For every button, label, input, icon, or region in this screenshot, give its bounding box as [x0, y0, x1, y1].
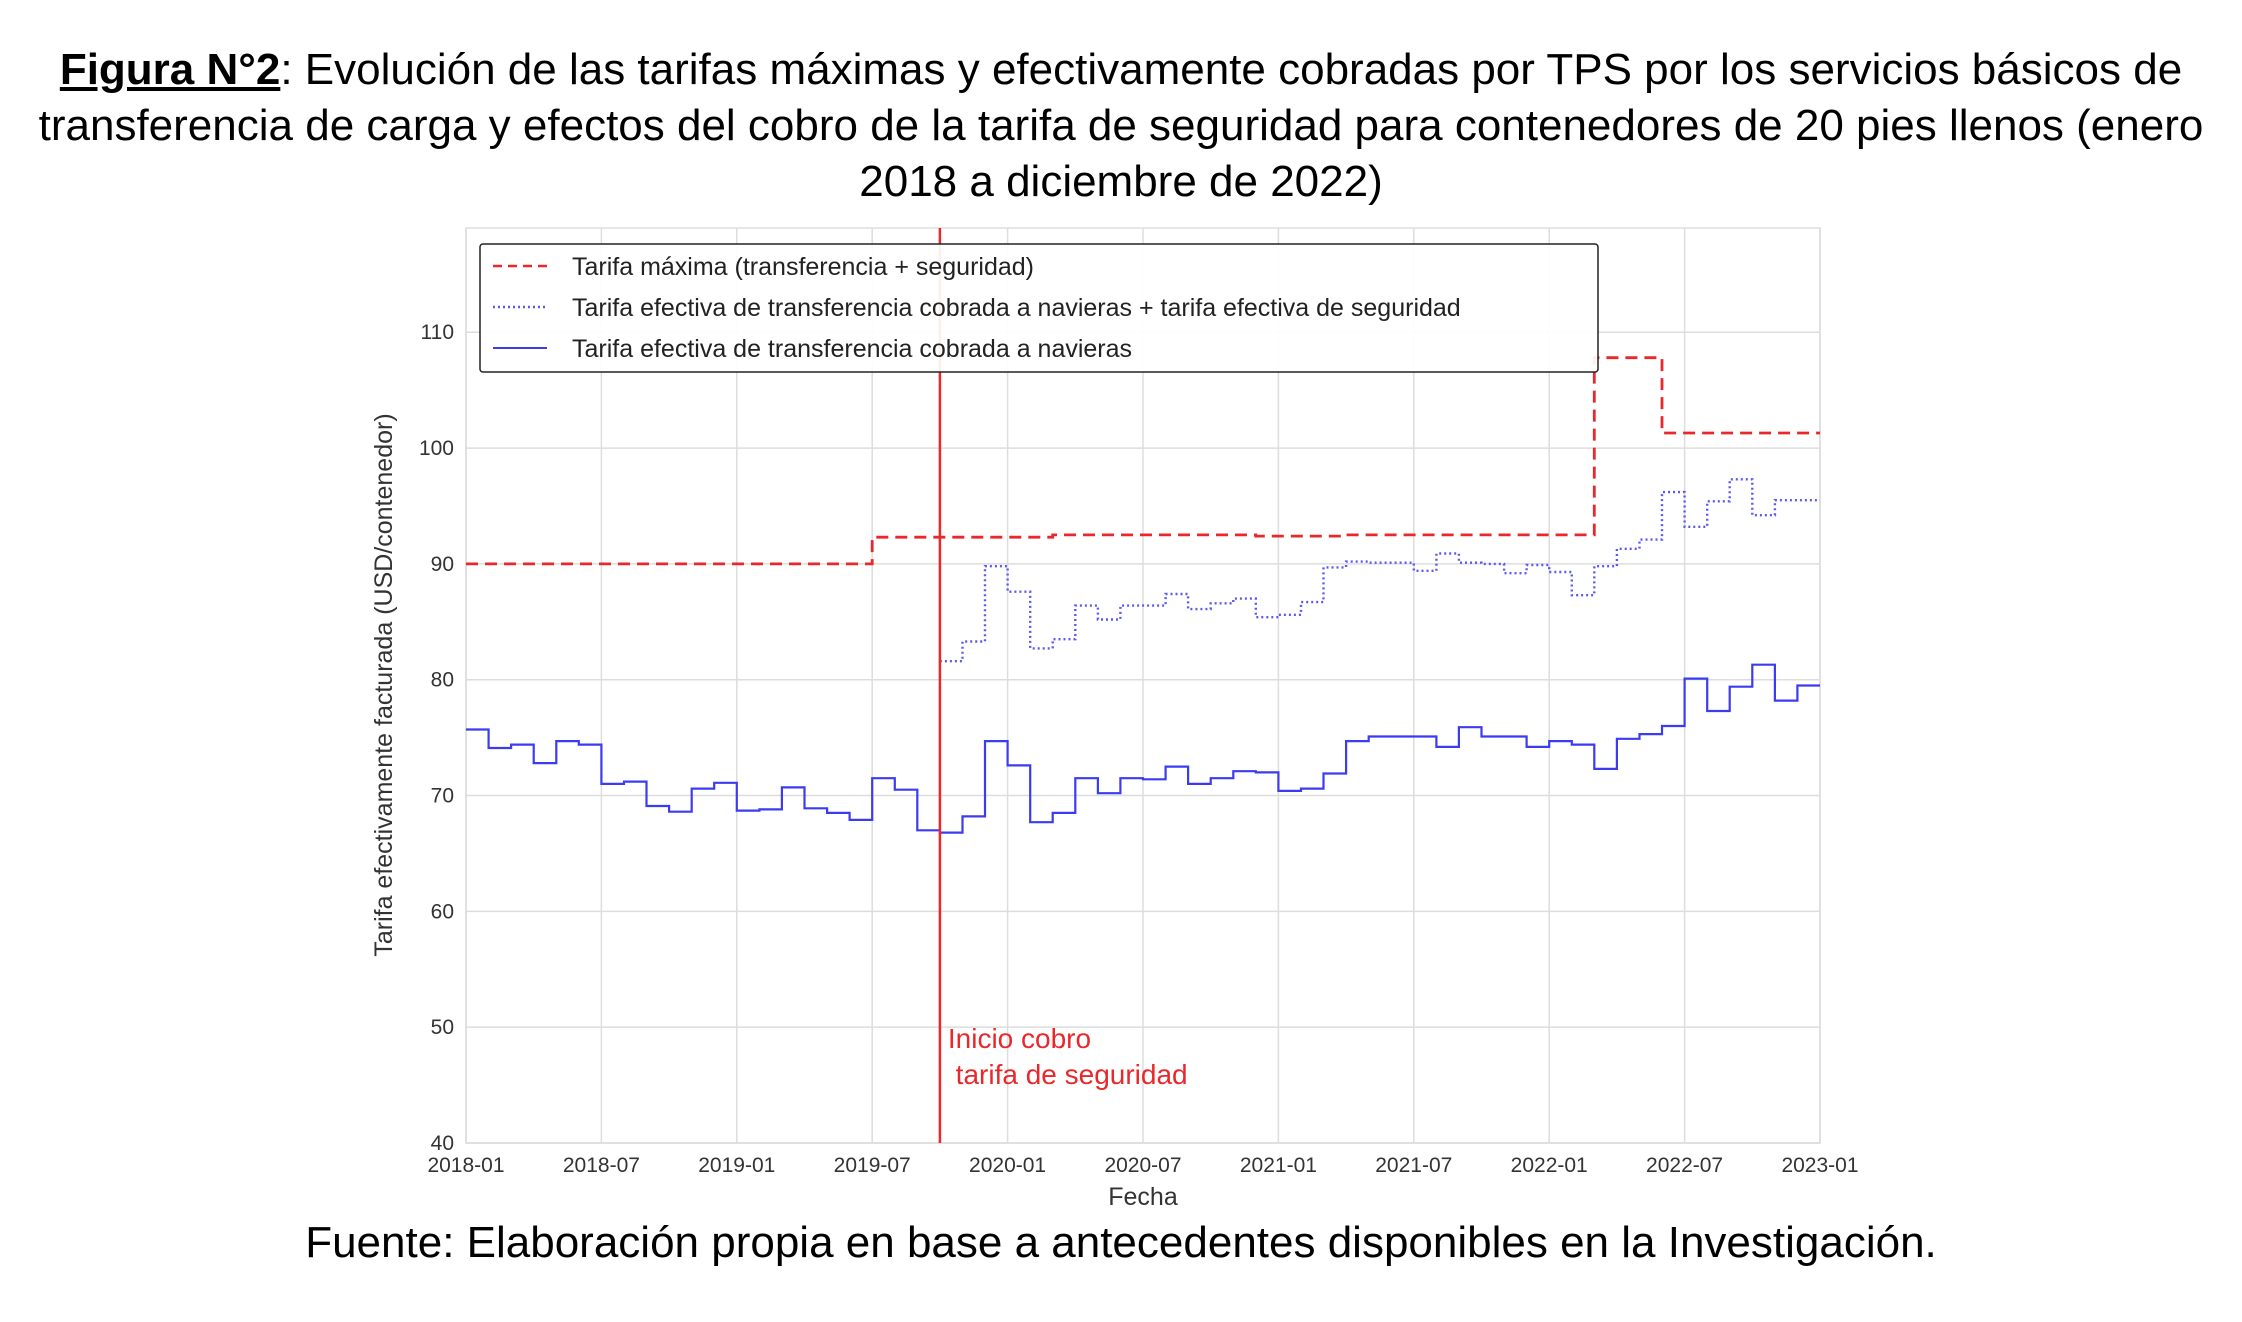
legend-label-max: Tarifa máxima (transferencia + seguridad…: [572, 253, 1034, 281]
tick-labels: 2018-01 2018-07 2019-01 2019-07 2020-01 2020-…: [419, 321, 1859, 1177]
figure-label: Figura N°2: [59, 45, 281, 94]
legend-box: [479, 243, 1599, 373]
annotation: Inicio cobro tarifa de seguridad: [938, 228, 1188, 1143]
annotation-text-line1: Inicio cobro: [948, 1023, 1091, 1054]
x-tick-label: 2019-07: [834, 1154, 911, 1177]
annotation-text-line2: tarifa de seguridad: [948, 1059, 1188, 1090]
x-tick-label: 2022-01: [1511, 1154, 1588, 1177]
x-tick-label: 2022-07: [1646, 1154, 1723, 1177]
y-tick-label: 60: [431, 900, 454, 923]
x-axis-label: Fecha: [1108, 1183, 1178, 1211]
legend: Tarifa máxima (transferencia + seguridad…: [479, 243, 1599, 373]
x-tick-label: 2021-01: [1240, 1154, 1317, 1177]
y-tick-label: 70: [431, 785, 454, 808]
x-tick-label: 2020-01: [969, 1154, 1046, 1177]
x-tick-label: 2018-01: [427, 1154, 504, 1177]
figure-title: Figura N°2: Evolución de las tarifas máx…: [0, 42, 2242, 210]
x-tick-label: 2019-01: [698, 1154, 775, 1177]
x-tick-label: 2018-07: [563, 1154, 640, 1177]
y-tick-label: 50: [431, 1016, 454, 1039]
x-tick-label: 2020-07: [1104, 1154, 1181, 1177]
series-line-3: [466, 663, 1820, 834]
source-note: Fuente: Elaboración propia en base a ant…: [305, 1218, 1937, 1267]
y-tick-label: 40: [431, 1132, 454, 1155]
y-tick-label: 90: [431, 553, 454, 576]
y-tick-label: 100: [419, 437, 454, 460]
x-tick-label: 2023-01: [1781, 1154, 1858, 1177]
x-tick-label: 2021-07: [1375, 1154, 1452, 1177]
y-tick-label: 110: [421, 321, 454, 344]
y-axis-label: Tarifa efectivamente facturada (USD/cont…: [370, 413, 398, 956]
legend-label-total: Tarifa efectiva de transferencia cobrada…: [572, 294, 1461, 322]
y-tick-label: 80: [431, 669, 454, 692]
figure-title-text: : Evolución de las tarifas máximas y efe…: [38, 45, 2204, 206]
legend-label-transfer: Tarifa efectiva de transferencia cobrada…: [572, 335, 1132, 363]
